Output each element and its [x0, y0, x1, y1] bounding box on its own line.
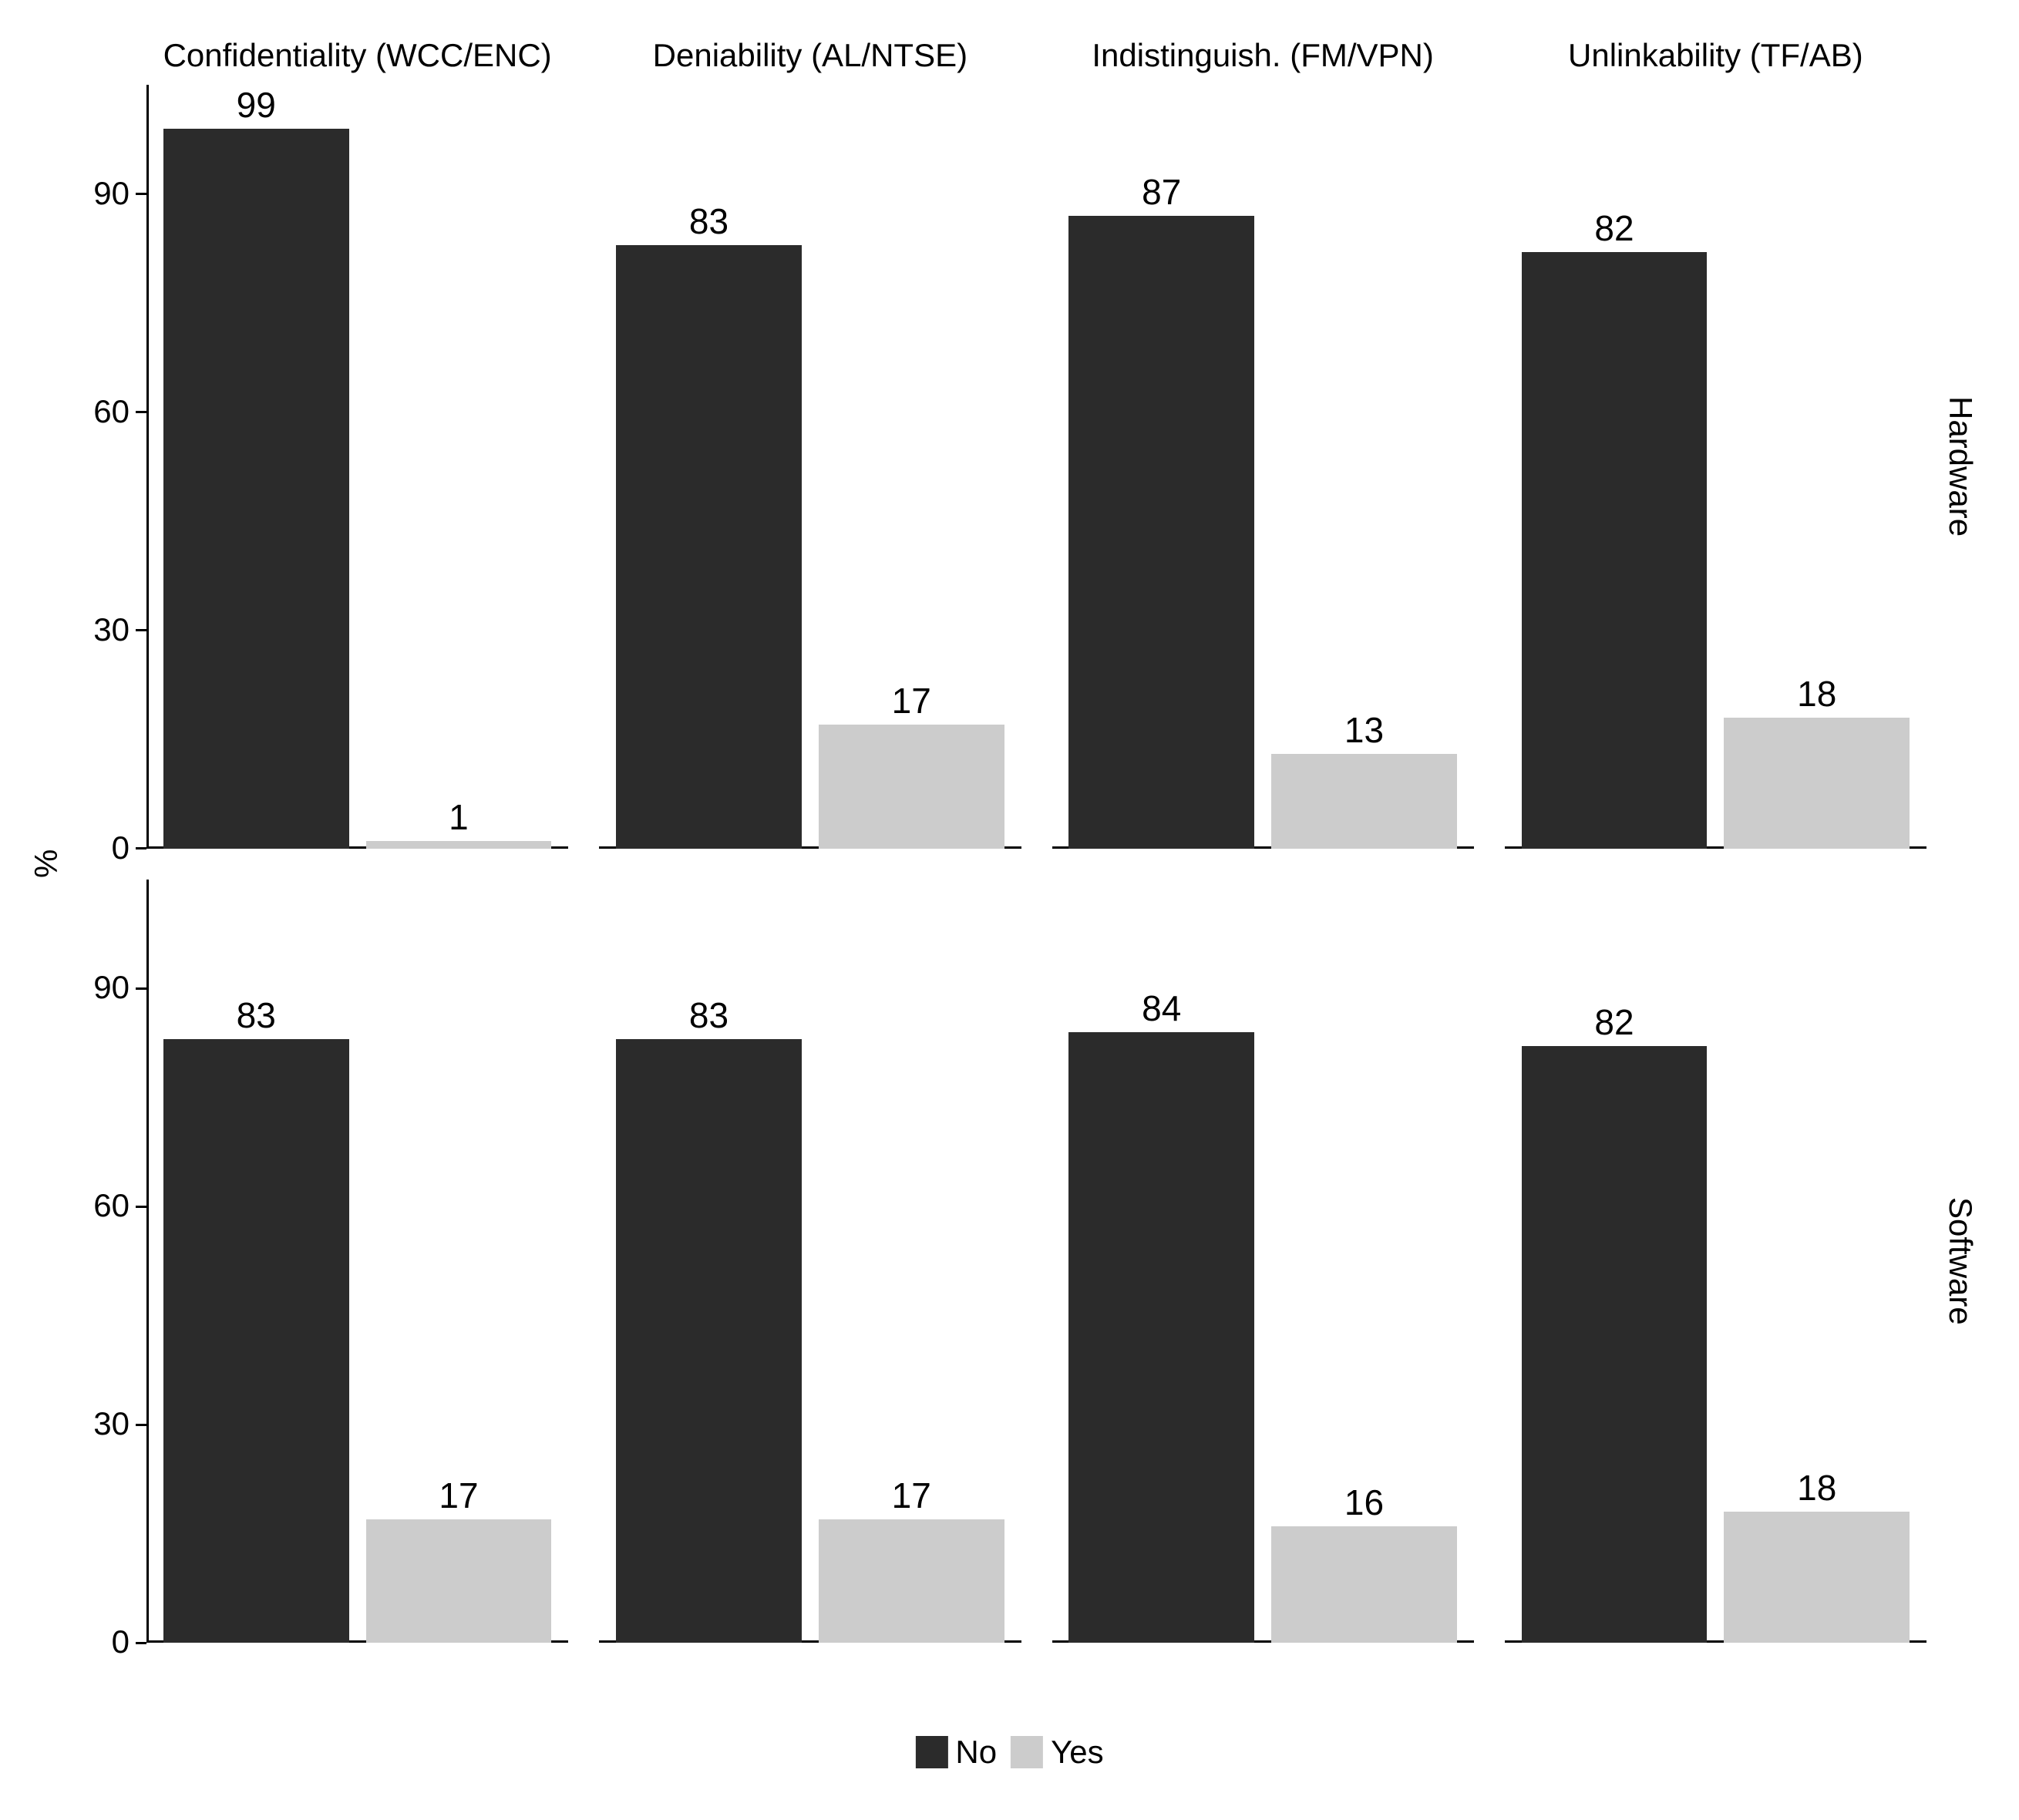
y-tick-label: 90: [60, 175, 130, 212]
bar-label: 17: [819, 680, 1004, 722]
legend-item-yes: Yes: [1011, 1734, 1104, 1771]
bar-no: [163, 129, 349, 849]
bar-label: 83: [616, 200, 802, 242]
bar-label: 13: [1271, 709, 1457, 751]
bar-yes: [366, 1519, 552, 1643]
legend-swatch-no: [915, 1736, 947, 1768]
y-tick-label: 0: [60, 829, 130, 866]
y-tick-label: 60: [60, 1187, 130, 1224]
bar-no: [163, 1039, 349, 1643]
bar-no: [1068, 1032, 1254, 1643]
column-header: Confidentiality (WCC/ENC): [146, 37, 568, 74]
bar-label: 87: [1068, 171, 1254, 213]
y-tick: [136, 411, 146, 413]
legend: No Yes: [915, 1734, 1103, 1771]
y-tick: [136, 193, 146, 195]
bar-no: [616, 1039, 802, 1643]
row-label: Hardware: [1942, 85, 1979, 849]
bar-label: 82: [1522, 1001, 1708, 1043]
bar-yes: [1271, 1526, 1457, 1643]
bar-no: [1522, 252, 1708, 849]
bar-label: 18: [1724, 1467, 1910, 1509]
bar-yes: [819, 725, 1004, 848]
y-tick-label: 90: [60, 969, 130, 1006]
y-tick-label: 0: [60, 1623, 130, 1660]
bar-yes: [819, 1519, 1004, 1643]
column-header: Unlinkability (TF/AB): [1505, 37, 1926, 74]
y-tick: [136, 1424, 146, 1426]
bar-label: 82: [1522, 207, 1708, 249]
bar-label: 1: [366, 796, 552, 838]
y-tick-label: 30: [60, 611, 130, 648]
facet-bar-chart: Confidentiality (WCC/ENC) Deniability (AL…: [0, 0, 2019, 1820]
bar-label: 18: [1724, 673, 1910, 715]
bar-label: 17: [819, 1475, 1004, 1516]
bar-label: 83: [163, 994, 349, 1036]
bar-label: 99: [163, 84, 349, 126]
y-tick: [136, 1642, 146, 1644]
panel: 82 18: [1505, 85, 1926, 849]
y-tick-label: 60: [60, 393, 130, 430]
legend-swatch-yes: [1011, 1736, 1043, 1768]
y-axis-line: [146, 85, 149, 849]
bar-no: [1068, 216, 1254, 849]
bar-yes: [1724, 718, 1910, 849]
legend-label: No: [955, 1734, 997, 1771]
panel: 83 17: [599, 85, 1021, 849]
panel: 87 13: [1052, 85, 1474, 849]
y-tick-label: 30: [60, 1405, 130, 1442]
y-axis-line: [146, 880, 149, 1643]
y-tick: [136, 1206, 146, 1208]
panel: 83 17: [599, 880, 1021, 1643]
legend-label: Yes: [1051, 1734, 1104, 1771]
bar-label: 83: [616, 994, 802, 1036]
panel: 82 18: [1505, 880, 1926, 1643]
y-tick: [136, 847, 146, 849]
column-header: Deniability (AL/NTSE): [599, 37, 1021, 74]
panel: 0306090991: [146, 85, 568, 849]
bar-label: 84: [1068, 987, 1254, 1029]
bar-yes: [1724, 1512, 1910, 1643]
legend-item-no: No: [915, 1734, 997, 1771]
panel: 03060908317: [146, 880, 568, 1643]
bar-yes: [366, 841, 552, 848]
bar-label: 16: [1271, 1482, 1457, 1523]
y-tick: [136, 987, 146, 990]
column-header: Indistinguish. (FM/VPN): [1052, 37, 1474, 74]
y-axis-label: %: [28, 85, 65, 1643]
panel: 84 16: [1052, 880, 1474, 1643]
bar-label: 17: [366, 1475, 552, 1516]
bar-no: [1522, 1046, 1708, 1643]
bar-no: [616, 245, 802, 849]
bar-yes: [1271, 754, 1457, 849]
row-label: Software: [1942, 880, 1979, 1643]
y-tick: [136, 629, 146, 631]
